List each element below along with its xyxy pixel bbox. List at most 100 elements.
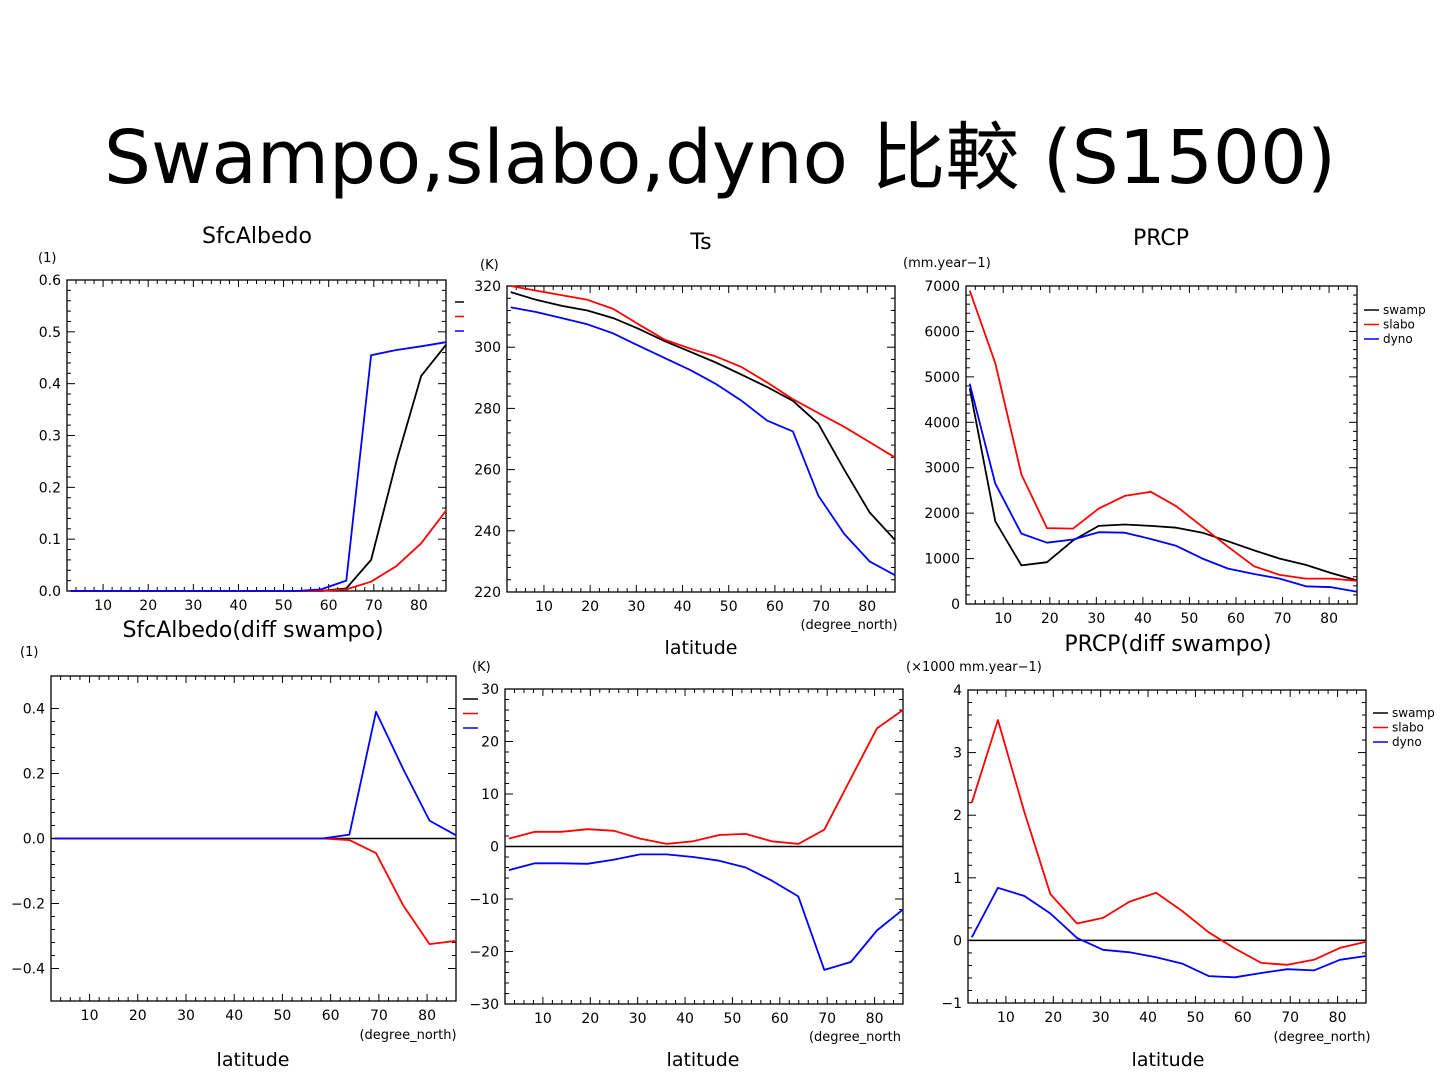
chart-title: PRCP(diff swampo)	[1064, 632, 1271, 657]
x-tick-label: 70	[1274, 611, 1292, 627]
y-tick-label: 30	[481, 682, 499, 698]
x-tick-label: 20	[129, 1008, 147, 1024]
y-tick-label: −0.2	[11, 897, 45, 913]
series-line-slabo	[508, 709, 904, 845]
x-tick-label: 60	[320, 598, 338, 614]
y-tick-label: 3000	[924, 461, 960, 477]
y-tick-label: 4	[953, 683, 962, 699]
y-tick-label: 2000	[924, 506, 960, 522]
y-tick-label: 260	[474, 463, 501, 479]
chart-title: SfcAlbedo(diff swampo)	[122, 618, 383, 643]
y-tick-label: 5000	[924, 370, 960, 386]
y-axis-unit: (K)	[472, 660, 491, 675]
x-tick-label: 40	[676, 1011, 694, 1027]
chart-panel-5: 10 20 30 40 50 60 70 80 −30 −20 −10 0 10 20 30 (K) latit…	[469, 660, 904, 1071]
x-tick-label: 20	[581, 1011, 599, 1027]
y-tick-label: 0.2	[23, 767, 45, 783]
x-tick-label: 40	[1134, 611, 1152, 627]
x-tick-label: 10	[994, 611, 1012, 627]
x-axis-unit: (degree_north)	[359, 1028, 456, 1043]
y-axis-unit: (1)	[20, 645, 38, 660]
series-line-slabo	[70, 510, 447, 592]
chart-title: PRCP	[1133, 226, 1189, 251]
x-axis-label: latitude	[1132, 1049, 1205, 1071]
y-tick-label: −0.4	[11, 962, 45, 978]
y-tick-label: 0	[951, 597, 960, 613]
y-tick-label: 20	[481, 735, 499, 751]
x-tick-label: 30	[177, 1008, 195, 1024]
x-tick-label: 50	[720, 599, 738, 615]
y-axis-unit: (×1000 mm.year−1)	[906, 660, 1042, 675]
x-tick-label: 30	[1087, 611, 1105, 627]
x-tick-label: 50	[275, 598, 293, 614]
series-line-slabo	[970, 719, 1367, 966]
series-line-slabo	[510, 285, 896, 459]
x-tick-label: 50	[1181, 611, 1199, 627]
plot-frame	[965, 285, 1358, 605]
y-tick-label: 0.0	[39, 584, 61, 600]
y-tick-label: 0	[953, 933, 962, 949]
chart-panel-1: 10 20 30 40 50 60 70 80 0.0 0.1 0.2 0.3 0.4 0.5 0.6 Sfc…	[38, 224, 464, 614]
x-tick-label: 60	[1227, 611, 1245, 627]
x-tick-label: 20	[1041, 611, 1059, 627]
plot-frame	[967, 689, 1367, 1004]
y-tick-label: −1	[941, 996, 962, 1012]
x-tick-label: 80	[418, 1008, 436, 1024]
plot-frame	[66, 279, 447, 592]
y-tick-label: 0.4	[23, 702, 45, 718]
series-line-swamp	[70, 344, 447, 592]
y-tick-label: 0	[490, 840, 499, 856]
series-line-dyno	[54, 710, 457, 840]
x-axis-label: latitude	[665, 637, 738, 659]
series-line-slabo	[54, 837, 457, 945]
x-tick-label: 30	[629, 1011, 647, 1027]
x-tick-label: 30	[627, 599, 645, 615]
y-tick-label: 7000	[924, 279, 960, 295]
y-tick-label: 1000	[924, 552, 960, 568]
legend-label-swamp: swamp	[1383, 303, 1426, 317]
series-line-swamp	[968, 388, 1358, 582]
x-tick-label: 10	[997, 1010, 1015, 1026]
y-tick-label: 220	[474, 585, 501, 601]
slide-title: Swampo,slabo,dyno 比較 (S1500)	[104, 115, 1336, 201]
x-tick-label: 80	[410, 598, 428, 614]
x-tick-label: 80	[1320, 611, 1338, 627]
x-tick-label: 20	[581, 599, 599, 615]
series-line-swamp	[510, 291, 896, 541]
y-tick-label: 240	[474, 524, 501, 540]
y-tick-label: 6000	[924, 324, 960, 340]
x-tick-label: 70	[365, 598, 383, 614]
chart-panel-3: 10 20 30 40 50 60 70 80 0 1000 2000 3000 4000 5000 600…	[903, 226, 1426, 627]
y-tick-label: 3	[953, 746, 962, 762]
x-tick-label: 70	[812, 599, 830, 615]
x-tick-label: 50	[274, 1008, 292, 1024]
chart-title: Ts	[689, 230, 711, 255]
x-tick-label: 70	[1281, 1010, 1299, 1026]
x-tick-label: 20	[139, 598, 157, 614]
legend-label-slabo: slabo	[1392, 721, 1424, 735]
x-axis-unit: (degree_north)	[1273, 1030, 1370, 1045]
x-tick-label: 40	[230, 598, 248, 614]
series-line-dyno	[968, 383, 1358, 593]
x-tick-label: 80	[858, 599, 876, 615]
series-line-dyno	[971, 886, 1367, 979]
y-tick-label: 10	[481, 787, 499, 803]
chart-title: SfcAlbedo	[202, 224, 312, 249]
x-tick-label: 10	[535, 599, 553, 615]
legend-label-swamp: swamp	[1392, 706, 1435, 720]
legend-label-slabo: slabo	[1383, 318, 1415, 332]
chart-panel-2: 10 20 30 40 50 60 70 80 220 240 260 280 300 320 Ts (K) l…	[474, 230, 897, 659]
y-tick-label: 2	[953, 808, 962, 824]
x-tick-label: 50	[724, 1011, 742, 1027]
x-tick-label: 80	[1329, 1010, 1347, 1026]
x-tick-label: 10	[534, 1011, 552, 1027]
x-tick-label: 60	[1234, 1010, 1252, 1026]
y-tick-label: 1	[953, 871, 962, 887]
x-axis-label: latitude	[667, 1049, 740, 1071]
legend-label-dyno: dyno	[1392, 735, 1422, 749]
x-tick-label: 70	[818, 1011, 836, 1027]
y-tick-label: 0.3	[39, 429, 61, 445]
y-tick-label: 0.4	[39, 377, 61, 393]
chart-panel-6: 10 20 30 40 50 60 70 80 −1 0 1 2 3 4 PRCP(diff swampo)…	[906, 632, 1435, 1071]
y-axis-unit: (K)	[480, 258, 499, 273]
